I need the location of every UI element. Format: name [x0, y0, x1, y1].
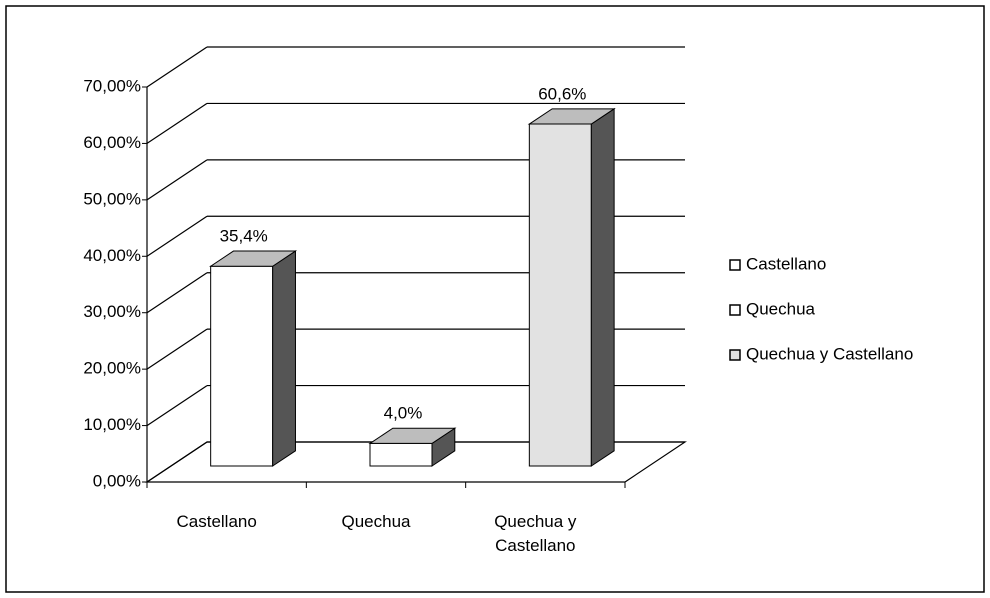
data-label: 4,0%: [384, 404, 423, 423]
chart-border: [5, 5, 985, 593]
y-tick-label: 0,00%: [93, 471, 141, 490]
data-label: 35,4%: [220, 227, 268, 246]
y-tick-label: 70,00%: [83, 76, 141, 95]
bar-front: [528, 123, 592, 467]
bar: [368, 427, 457, 467]
legend-label: Castellano: [746, 254, 826, 273]
grid-line: [146, 441, 208, 483]
y-tick-label: 60,00%: [83, 133, 141, 152]
y-tick-label: 30,00%: [83, 302, 141, 321]
grid-line: [146, 159, 208, 201]
x-tick-label: Castellano: [176, 512, 257, 531]
bar-side: [590, 107, 615, 467]
bar: [527, 107, 616, 467]
grid-line: [146, 102, 208, 144]
grid-line: [146, 272, 208, 314]
bar-top: [527, 108, 616, 125]
legend-label: Quechua y Castellano: [746, 344, 913, 363]
legend-swatch: [729, 349, 741, 361]
bar-side: [272, 250, 296, 467]
bar-top: [209, 250, 298, 267]
bar-front: [210, 265, 274, 467]
legend-swatch: [729, 304, 741, 316]
bar-top: [368, 427, 457, 444]
legend-swatch: [729, 259, 741, 271]
x-tick-label: Quechua: [341, 512, 411, 531]
bar-front: [369, 442, 433, 467]
grid-line: [146, 46, 208, 88]
legend-label: Quechua: [746, 299, 816, 318]
data-label: 60,6%: [538, 84, 586, 103]
y-tick-label: 50,00%: [83, 189, 141, 208]
y-tick-label: 10,00%: [83, 415, 141, 434]
x-tick-label: Quechua y Castellano: [494, 512, 577, 555]
bar: [209, 250, 298, 467]
grid-line: [146, 328, 208, 370]
grid-line: [146, 385, 208, 427]
y-tick-label: 20,00%: [83, 359, 141, 378]
grid-line: [146, 215, 208, 257]
y-tick-label: 40,00%: [83, 246, 141, 265]
